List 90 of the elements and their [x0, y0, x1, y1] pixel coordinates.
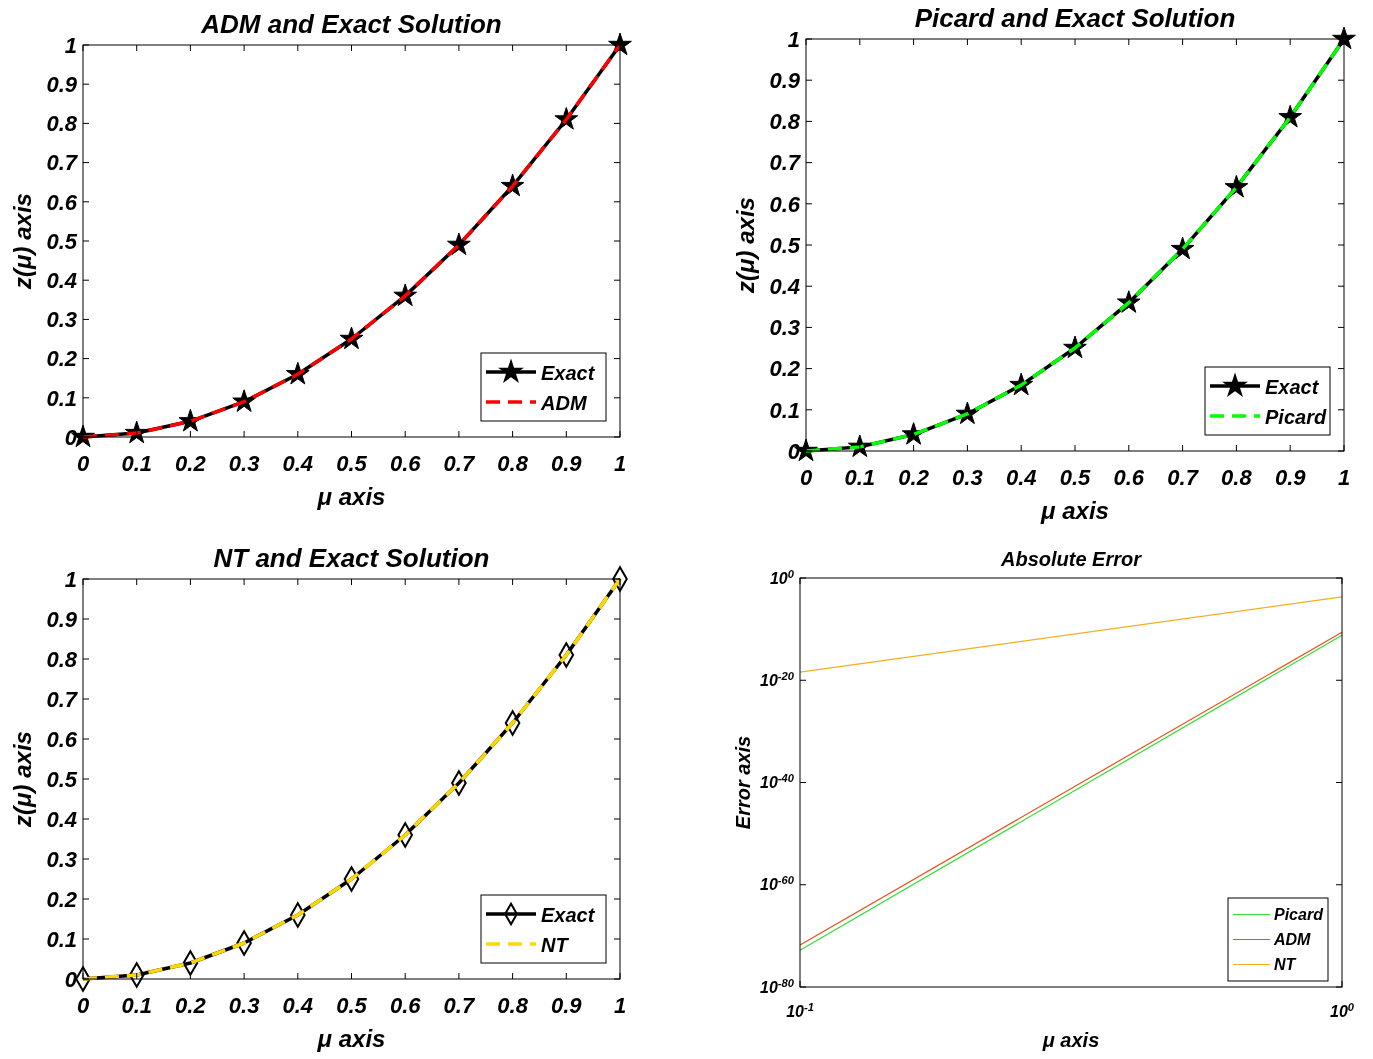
x-tick-label: 0.3: [952, 465, 983, 490]
x-tick-label: 1: [613, 993, 627, 1018]
x-tick-label: 0.4: [1005, 465, 1037, 490]
x-tick-label: 0.2: [898, 465, 930, 490]
y-tick-label: 0.3: [769, 315, 800, 341]
y-tick-label: 0.8: [46, 111, 78, 137]
legend-label: Exact: [1265, 375, 1320, 398]
y-tick-label: 0.7: [769, 150, 802, 176]
point: [1332, 26, 1356, 50]
x-tick-label: 10$^{-1}$: [786, 1001, 814, 1020]
legend-label: ADM: [540, 391, 588, 414]
y-tick-label: 0.2: [46, 886, 78, 912]
x-tick-label: 0.9: [551, 993, 583, 1018]
y-tick-label: 10$^{0}$: [769, 567, 795, 587]
chart-title: Absolute Error: [999, 548, 1143, 570]
x-tick-label: 0.7: [1167, 465, 1200, 490]
x-tick-label: 0.6: [1113, 465, 1145, 490]
y-axis-title: z(μ) axis: [9, 193, 36, 290]
y-tick-label: 0.6: [46, 189, 78, 215]
y-tick-label: 0.2: [769, 356, 801, 382]
x-tick-label: 0.7: [443, 451, 476, 476]
x-tick-label: 0.4: [282, 993, 314, 1018]
chart-title: ADM and Exact Solution: [200, 9, 502, 39]
y-tick-label: 0.4: [769, 273, 800, 299]
y-tick-label: 0.5: [769, 232, 801, 258]
x-tick-label: 1: [613, 451, 627, 476]
x-tick-label: 1: [1337, 465, 1351, 490]
x-tick-label: 0.9: [1274, 465, 1307, 490]
legend-label: Picard: [1274, 906, 1325, 924]
x-tick-label: 0.1: [844, 465, 876, 490]
y-tick-label: 0.1: [46, 385, 77, 411]
x-tick-label: 0.1: [121, 451, 152, 476]
y-tick-label: 0.2: [46, 346, 78, 372]
y-tick-label: 10$^{-40}$: [760, 772, 795, 792]
y-tick-label: 0.4: [46, 267, 77, 293]
y-tick-label: 0.1: [769, 397, 800, 423]
x-axis-title: μ axis: [1041, 1029, 1100, 1051]
x-tick-label: 10$^{0}$: [1329, 1001, 1355, 1020]
y-axis-title: z(μ) axis: [732, 197, 759, 294]
y-tick-label: 0.9: [46, 71, 78, 97]
y-tick-label: 0.7: [46, 686, 79, 712]
x-tick-label: 0.7: [443, 993, 476, 1018]
y-tick-label: 0.3: [46, 846, 77, 872]
y-tick-label: 0.7: [46, 150, 79, 176]
y-tick-label: 1: [64, 32, 77, 58]
x-tick-label: 0.3: [228, 993, 260, 1018]
y-tick-label: 0.6: [769, 191, 801, 217]
y-tick-label: 0.9: [46, 606, 78, 632]
x-tick-label: 0.9: [551, 451, 583, 476]
x-tick-label: 0.2: [175, 451, 207, 476]
x-tick-label: 0.6: [389, 451, 422, 476]
x-tick-label: 0.1: [121, 993, 152, 1018]
x-tick-label: 0.5: [1059, 465, 1092, 490]
y-tick-label: 1: [787, 26, 800, 52]
y-tick-label: 10$^{-20}$: [760, 669, 795, 689]
y-tick-label: 0.5: [46, 766, 78, 792]
legend-label: NT: [541, 933, 570, 956]
y-tick-label: 0.8: [46, 646, 78, 672]
y-tick-label: 0.3: [46, 307, 77, 333]
y-axis-title: z(μ) axis: [9, 731, 36, 828]
y-tick-label: 10$^{-60}$: [760, 874, 795, 894]
legend-label: Exact: [541, 361, 596, 384]
x-tick-label: 0.5: [336, 451, 368, 476]
x-axis-title: μ axis: [1040, 497, 1109, 524]
y-tick-label: 0.1: [46, 926, 77, 952]
legend-label: Exact: [541, 903, 596, 926]
x-tick-label: 0.8: [497, 993, 529, 1018]
x-tick-label: 0.5: [336, 993, 368, 1018]
chart-title: Picard and Exact Solution: [914, 3, 1236, 33]
y-tick-label: 10$^{-80}$: [760, 976, 795, 996]
legend-label: ADM: [1273, 931, 1312, 949]
x-axis-title: μ axis: [316, 1025, 386, 1052]
y-tick-label: 0.9: [769, 67, 801, 93]
x-tick-label: 0.3: [228, 451, 260, 476]
y-tick-label: 0.5: [46, 228, 78, 254]
y-tick-label: 0.4: [46, 806, 77, 832]
legend-label: NT: [1274, 956, 1297, 974]
y-axis-title: Error axis: [732, 735, 754, 830]
x-tick-label: 0.6: [389, 993, 422, 1018]
x-tick-label: 0.2: [175, 993, 207, 1018]
x-axis-title: μ axis: [316, 483, 386, 510]
chart-title: NT and Exact Solution: [213, 543, 490, 573]
y-tick-label: 0: [64, 966, 78, 992]
x-tick-label: 0.4: [282, 451, 314, 476]
legend-label: Picard: [1265, 405, 1327, 428]
y-tick-label: 0.8: [769, 109, 801, 135]
x-tick-label: 0.8: [1221, 465, 1253, 490]
x-tick-label: 0.8: [497, 451, 529, 476]
y-tick-label: 1: [64, 566, 77, 592]
y-tick-label: 0.6: [46, 726, 78, 752]
